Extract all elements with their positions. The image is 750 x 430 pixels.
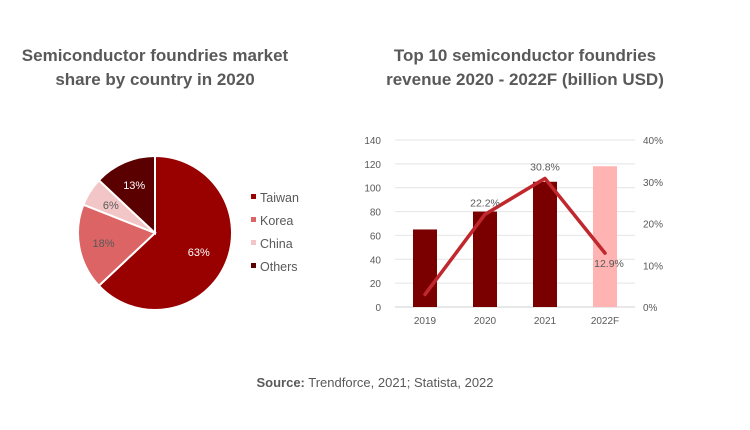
pie-data-label: 18% [93, 238, 115, 250]
y-right-tick-label: 40% [643, 136, 663, 147]
pie-slice-korea [77, 203, 157, 288]
source-label: Source: [256, 375, 305, 390]
line-data-label: 30.8% [530, 161, 560, 173]
pie-slice-taiwan [97, 154, 233, 311]
y-left-tick-label: 40 [370, 255, 382, 266]
x-tick-label: 2019 [414, 316, 437, 327]
y-left-tick-label: 20 [370, 279, 382, 290]
bar-2022F [593, 166, 617, 307]
bar-chart-title: Top 10 semiconductor foundries revenue 2… [386, 46, 664, 89]
y-right-tick-label: 0% [643, 303, 658, 314]
line-data-label: 12.9% [594, 258, 624, 270]
legend-swatch-taiwan [251, 194, 256, 199]
y-left-tick-label: 80 [370, 208, 382, 219]
growth-line [423, 176, 607, 297]
y-left-tick-label: 140 [364, 136, 381, 147]
pie-data-label: 6% [103, 200, 119, 212]
line-data-label: 22.2% [470, 197, 500, 209]
legend-label-china: China [260, 237, 293, 251]
legend-swatch-korea [251, 217, 256, 222]
legend-label-others: Others [260, 260, 298, 274]
legend-label-taiwan: Taiwan [260, 191, 299, 205]
y-left-tick-label: 60 [370, 231, 382, 242]
y-left-tick-label: 120 [364, 160, 381, 171]
source-text: Trendforce, 2021; Statista, 2022 [304, 375, 494, 390]
x-tick-label: 2020 [474, 316, 497, 327]
bar-2021 [533, 181, 557, 307]
pie-chart-title: Semiconductor foundries market share by … [21, 46, 289, 89]
source-note: Source: Trendforce, 2021; Statista, 2022 [0, 375, 750, 390]
x-tick-label: 2021 [534, 316, 557, 327]
y-right-tick-label: 10% [643, 261, 663, 272]
y-left-tick-label: 100 [364, 184, 381, 195]
pie-data-label: 63% [188, 247, 210, 259]
legend-label-korea: Korea [260, 214, 293, 228]
pie-slice-others [97, 154, 156, 236]
x-tick-label: 2022F [591, 316, 619, 327]
legend-swatch-others [251, 263, 256, 268]
y-right-tick-label: 30% [643, 178, 663, 189]
y-left-tick-label: 0 [375, 303, 381, 314]
pie-data-label: 13% [123, 180, 145, 192]
y-right-tick-label: 20% [643, 220, 663, 231]
legend-swatch-china [251, 240, 256, 245]
